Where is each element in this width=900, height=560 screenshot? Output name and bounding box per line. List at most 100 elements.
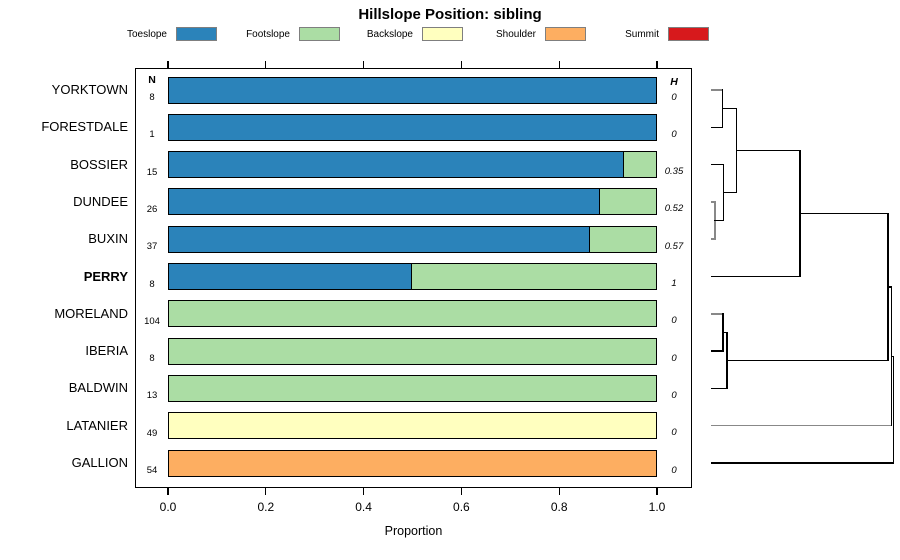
n-value: 15: [146, 166, 158, 178]
legend-label: Toeslope: [126, 29, 167, 40]
h-value: 0: [671, 91, 677, 103]
bar-segment-footslope: [168, 374, 657, 402]
dendrogram-segment: [710, 424, 893, 427]
axis-tick-top: [167, 61, 169, 68]
bar-segment-footslope: [168, 337, 657, 365]
row-label: GALLION: [71, 455, 128, 470]
bar-segment-footslope: [168, 300, 657, 328]
n-value: 26: [146, 203, 158, 215]
h-value: 0: [671, 389, 677, 401]
h-value: 0.57: [664, 240, 684, 252]
dendrogram-segment: [890, 355, 895, 358]
dendrogram-segment: [892, 355, 895, 464]
bar-segment-footslope: [599, 188, 657, 216]
dendrogram-segment: [710, 126, 724, 129]
axis-tick-bottom: [656, 488, 658, 495]
n-value: 1: [149, 129, 155, 141]
bar-row: [168, 188, 657, 216]
row-label: MORELAND: [54, 305, 128, 321]
bar-segment-footslope: [410, 263, 657, 290]
row-label: DUNDEE: [73, 193, 128, 209]
n-value: 104: [144, 315, 160, 327]
row-label: FORESTDALE: [41, 119, 128, 135]
n-value: 49: [146, 427, 158, 439]
dendrogram-segment: [735, 149, 801, 152]
h-value: 0: [671, 315, 677, 327]
axis-tick-bottom: [558, 488, 560, 495]
bar-row: [168, 337, 657, 365]
legend-swatch: [422, 27, 463, 41]
n-column-header: N: [148, 74, 156, 86]
dendrogram-segment: [714, 219, 725, 222]
dendrogram-segment: [726, 359, 889, 362]
row-label: YORKTOWN: [51, 82, 128, 97]
bar-row: [168, 263, 657, 290]
bar-segment-footslope: [622, 151, 657, 179]
bar-segment-toeslope: [168, 76, 657, 104]
row-label: IBERIA: [85, 343, 128, 359]
axis-tick-label: 0.4: [355, 500, 372, 514]
dendrogram-segment: [710, 313, 724, 315]
x-axis-label: Proportion: [384, 524, 443, 538]
bar-segment-footslope: [589, 225, 657, 253]
n-value: 13: [146, 390, 158, 402]
n-value: 37: [146, 241, 158, 253]
bar-row: [168, 76, 657, 104]
n-value: 54: [146, 465, 158, 476]
bar-row: [168, 300, 657, 328]
bar-row: [168, 374, 657, 402]
axis-tick-bottom: [460, 488, 462, 495]
bar-segment-toeslope: [168, 113, 657, 141]
dendrogram-segment: [710, 238, 716, 240]
n-value: 8: [149, 353, 155, 365]
bar-row: [168, 412, 657, 440]
h-column-header: H: [670, 76, 678, 88]
row-label: LATANIER: [66, 417, 128, 433]
h-value: 0: [671, 352, 677, 364]
axis-tick-label: 0.2: [257, 500, 275, 514]
row-label: BUXIN: [88, 231, 128, 247]
dendrogram-segment: [710, 350, 724, 352]
legend-swatch: [176, 27, 217, 41]
plot-area: [135, 68, 692, 488]
dendrogram-segment: [722, 331, 728, 334]
axis-tick-top: [265, 61, 267, 68]
axis-tick-top: [558, 61, 560, 68]
bar-segment-backslope: [168, 412, 657, 440]
legend-label: Footslope: [246, 29, 290, 40]
bar-row: [168, 449, 657, 477]
h-value: 0.52: [664, 203, 684, 215]
bar-row: [168, 151, 657, 179]
row-label: BALDWIN: [68, 380, 128, 396]
axis-tick-bottom: [167, 488, 169, 495]
axis-tick-top: [656, 61, 658, 68]
dendrogram-segment: [799, 212, 889, 215]
dendrogram-segment: [710, 201, 716, 203]
axis-tick-top: [460, 61, 462, 68]
axis-tick-top: [363, 61, 365, 68]
axis-tick-label: 0.6: [453, 500, 470, 514]
axis-tick-label: 0.8: [550, 500, 568, 514]
bar-segment-toeslope: [168, 263, 413, 290]
chart-title: Hillslope Position: sibling: [358, 6, 542, 23]
legend-swatch: [668, 27, 709, 41]
dendrogram-segment: [710, 163, 725, 166]
row-label: PERRY: [83, 268, 128, 284]
h-value: 0.35: [664, 166, 684, 178]
bar-segment-toeslope: [168, 188, 601, 216]
dendrogram-segment: [710, 462, 895, 464]
dendrogram-segment: [710, 387, 728, 390]
row-label: BOSSIER: [70, 156, 128, 172]
axis-tick-bottom: [265, 488, 267, 495]
bar-segment-toeslope: [168, 151, 625, 179]
legend-label: Shoulder: [495, 29, 536, 40]
axis-tick-bottom: [363, 488, 365, 495]
n-value: 8: [149, 278, 155, 290]
dendrogram-segment: [721, 107, 738, 110]
h-value: 1: [671, 278, 677, 289]
bar-row: [168, 225, 657, 253]
dendrogram-segment: [710, 89, 724, 91]
h-value: 0: [671, 427, 677, 439]
legend-swatch: [299, 27, 340, 41]
axis-tick-label: 0.0: [159, 500, 177, 514]
